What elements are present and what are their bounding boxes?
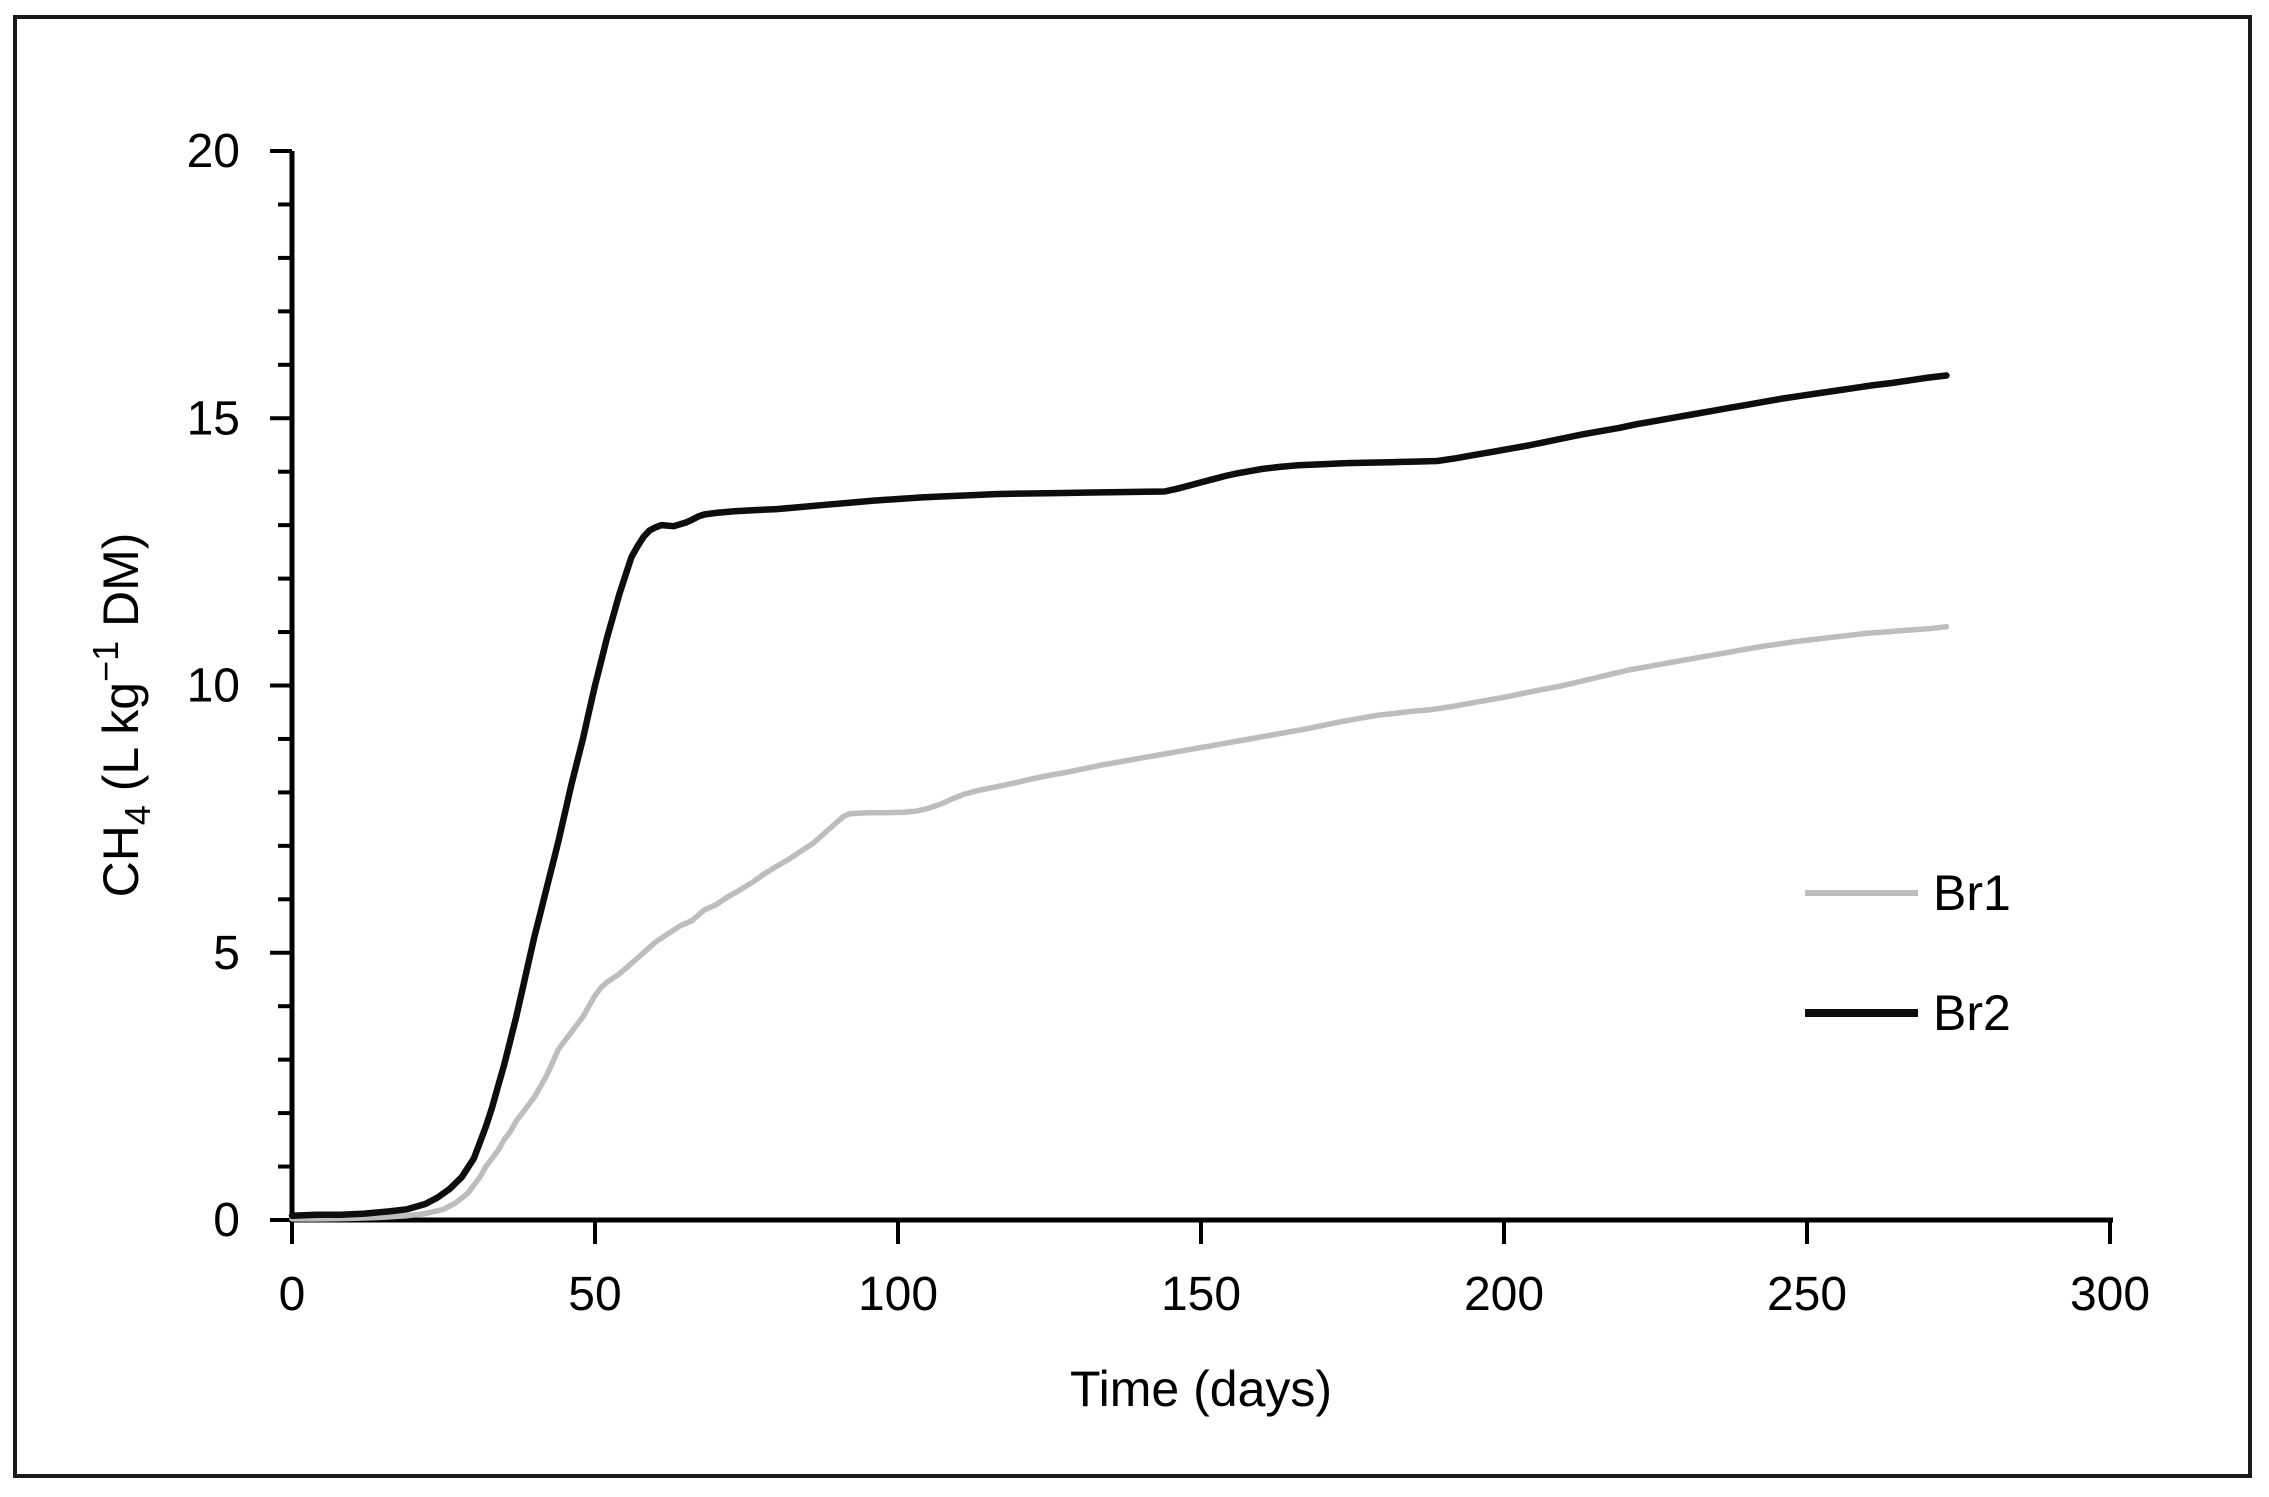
x-tick-label: 150 [1161, 1268, 1241, 1321]
br2-series-line [288, 372, 1950, 1219]
x-tick-label: 200 [1464, 1268, 1544, 1321]
y-tick-label: 20 [187, 125, 240, 178]
legend: Br1 Br2 [1805, 865, 2011, 1041]
x-tick-label: 100 [858, 1268, 938, 1321]
y-title-subscript: 4 [117, 805, 158, 825]
y-axis-title: CH4 (L kg−1 DM) [85, 533, 158, 898]
legend-label-br1: Br1 [1933, 865, 2011, 921]
x-tick-label: 300 [2070, 1268, 2150, 1321]
x-tick-label: 0 [279, 1268, 306, 1321]
legend-label-br2: Br2 [1933, 985, 2011, 1041]
x-tick-label: 250 [1767, 1268, 1847, 1321]
y-title-mid: (L kg [93, 682, 149, 805]
axes: 0 50 100 150 200 250 300 0 5 10 15 20 [187, 125, 2150, 1321]
x-tick-label: 50 [568, 1268, 621, 1321]
x-axis-title: Time (days) [1070, 1361, 1332, 1417]
y-title-superscript: −1 [85, 641, 126, 682]
y-title-end: DM) [93, 533, 149, 641]
axis-spine [289, 151, 2113, 1223]
y-tick-label: 5 [213, 927, 240, 980]
y-title-base: CH [93, 825, 149, 897]
figure-border [13, 15, 2252, 1478]
y-tick-label: 10 [187, 660, 240, 713]
y-tick-label: 15 [187, 392, 240, 445]
br1-series-line [289, 623, 1950, 1222]
y-tick-label: 0 [213, 1194, 240, 1247]
